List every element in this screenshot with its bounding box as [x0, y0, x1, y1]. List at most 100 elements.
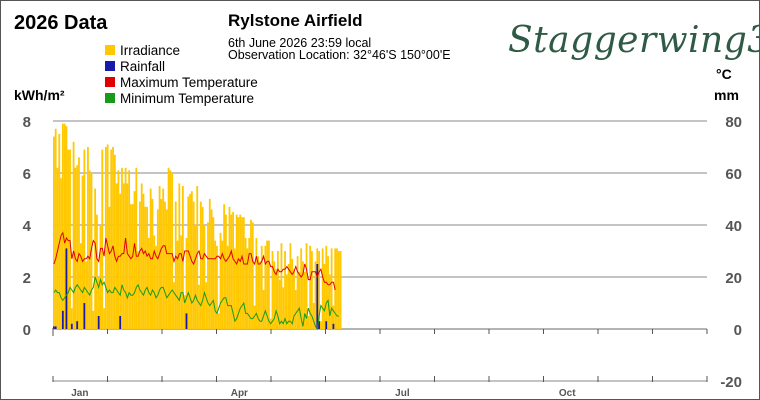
irradiance-bar	[232, 212, 234, 329]
irradiance-bar	[330, 248, 333, 329]
irradiance-bar	[280, 243, 283, 329]
irradiance-bar	[266, 240, 269, 329]
irradiance-bar	[321, 248, 324, 329]
irradiance-bar	[255, 238, 258, 329]
irradiance-bar	[325, 245, 328, 329]
irradiance-bar	[259, 261, 261, 329]
irradiance-bar	[210, 209, 213, 329]
irradiance-bar	[53, 136, 55, 329]
irradiance-bar	[205, 282, 208, 329]
irradiance-bar	[294, 290, 297, 329]
irradiance-bar	[87, 147, 89, 329]
irradiance-bar	[112, 147, 114, 329]
irradiance-bar	[192, 201, 195, 329]
irradiance-bar	[56, 167, 59, 329]
irradiance-bar	[126, 183, 129, 329]
irradiance-bar	[337, 251, 340, 329]
rainfall-bar	[97, 316, 100, 329]
irradiance-bar	[164, 201, 166, 329]
min-temperature-line	[53, 276, 339, 331]
irradiance-bar	[99, 225, 102, 329]
irradiance-bar	[131, 204, 134, 329]
rainfall-bar	[325, 321, 328, 329]
legend-label: Minimum Temperature	[120, 90, 255, 106]
station-name: Rylstone Airfield	[228, 11, 363, 30]
legend-swatch-min-temperature	[105, 93, 115, 103]
irradiance-bar	[72, 141, 75, 329]
irradiance-bar	[198, 284, 200, 329]
irradiance-bar	[262, 290, 265, 329]
irradiance-bar	[139, 201, 141, 329]
irradiance-bar	[319, 321, 322, 329]
legend-item-min-temperature: Minimum Temperature	[105, 90, 255, 106]
irradiance-bar	[194, 225, 197, 329]
y-right-tick-label: 40	[725, 218, 742, 235]
irradiance-bar	[287, 264, 290, 329]
irradiance-bar	[140, 183, 143, 329]
y-right-tick-label: 80	[725, 114, 742, 131]
irradiance-bar	[115, 183, 118, 329]
y-left-tick-label: 0	[23, 322, 31, 339]
y-axis-right-label-rainfall: mm	[714, 87, 739, 103]
irradiance-bar	[156, 209, 159, 329]
irradiance-bar	[137, 251, 140, 329]
irradiance-bar	[278, 279, 281, 329]
irradiance-bar	[314, 261, 317, 329]
irradiance-bar	[284, 251, 286, 329]
irradiance-bar	[124, 167, 127, 329]
irradiance-bar	[291, 258, 294, 329]
y-left-tick-label: 2	[23, 270, 31, 287]
irradiance-bar	[158, 186, 161, 329]
x-month-label: Oct	[559, 388, 576, 399]
irradiance-bar	[151, 199, 154, 329]
irradiance-bar	[155, 245, 157, 329]
irradiance-bar	[228, 206, 231, 329]
irradiance-bar	[336, 248, 338, 329]
y-left-tick-label: 4	[23, 218, 32, 235]
irradiance-bar	[223, 204, 226, 329]
data-title: 2026 Data	[14, 12, 108, 34]
y-left-tick-label: 8	[23, 114, 31, 131]
irradiance-bar	[88, 170, 91, 329]
irradiance-bar	[311, 251, 313, 329]
irradiance-bar	[135, 167, 138, 329]
irradiance-bar	[94, 188, 97, 329]
irradiance-bar	[257, 256, 260, 329]
irradiance-bar	[276, 251, 279, 329]
rainfall-bar	[61, 310, 64, 329]
irradiance-bar	[76, 165, 79, 329]
y-right-tick-label: 60	[725, 166, 742, 183]
irradiance-bar	[162, 188, 165, 329]
irradiance-bar	[233, 248, 236, 329]
irradiance-bar	[133, 191, 136, 329]
irradiance-bar	[239, 214, 242, 329]
irradiance-bar	[201, 206, 204, 329]
irradiance-bar	[298, 271, 301, 329]
irradiance-bar	[250, 219, 252, 329]
irradiance-bar	[146, 206, 148, 329]
irradiance-bar	[244, 238, 247, 329]
irradiance-bar	[264, 245, 267, 329]
temperature-lines	[53, 231, 339, 331]
irradiance-bar	[173, 282, 175, 329]
irradiance-bar	[203, 225, 206, 329]
y-right-tick-label: 20	[725, 270, 742, 287]
irradiance-bar	[268, 240, 270, 329]
irradiance-bar	[246, 248, 249, 329]
irradiance-bar	[221, 240, 224, 329]
legend-item-irradiance: Irradiance	[105, 43, 180, 58]
irradiance-bar	[85, 261, 88, 329]
irradiance-bar	[69, 149, 71, 329]
irradiance-bar	[214, 240, 217, 329]
irradiance-bar	[207, 222, 209, 329]
x-month-label: Jul	[395, 388, 410, 399]
irradiance-bar	[119, 193, 122, 329]
irradiance-bar	[323, 264, 326, 329]
irradiance-bar	[312, 303, 315, 329]
irradiance-bar	[189, 193, 191, 329]
irradiance-bar	[92, 310, 95, 329]
irradiance-bar	[300, 248, 303, 329]
irradiance-bar	[332, 305, 335, 329]
irradiance-bar	[282, 287, 285, 329]
